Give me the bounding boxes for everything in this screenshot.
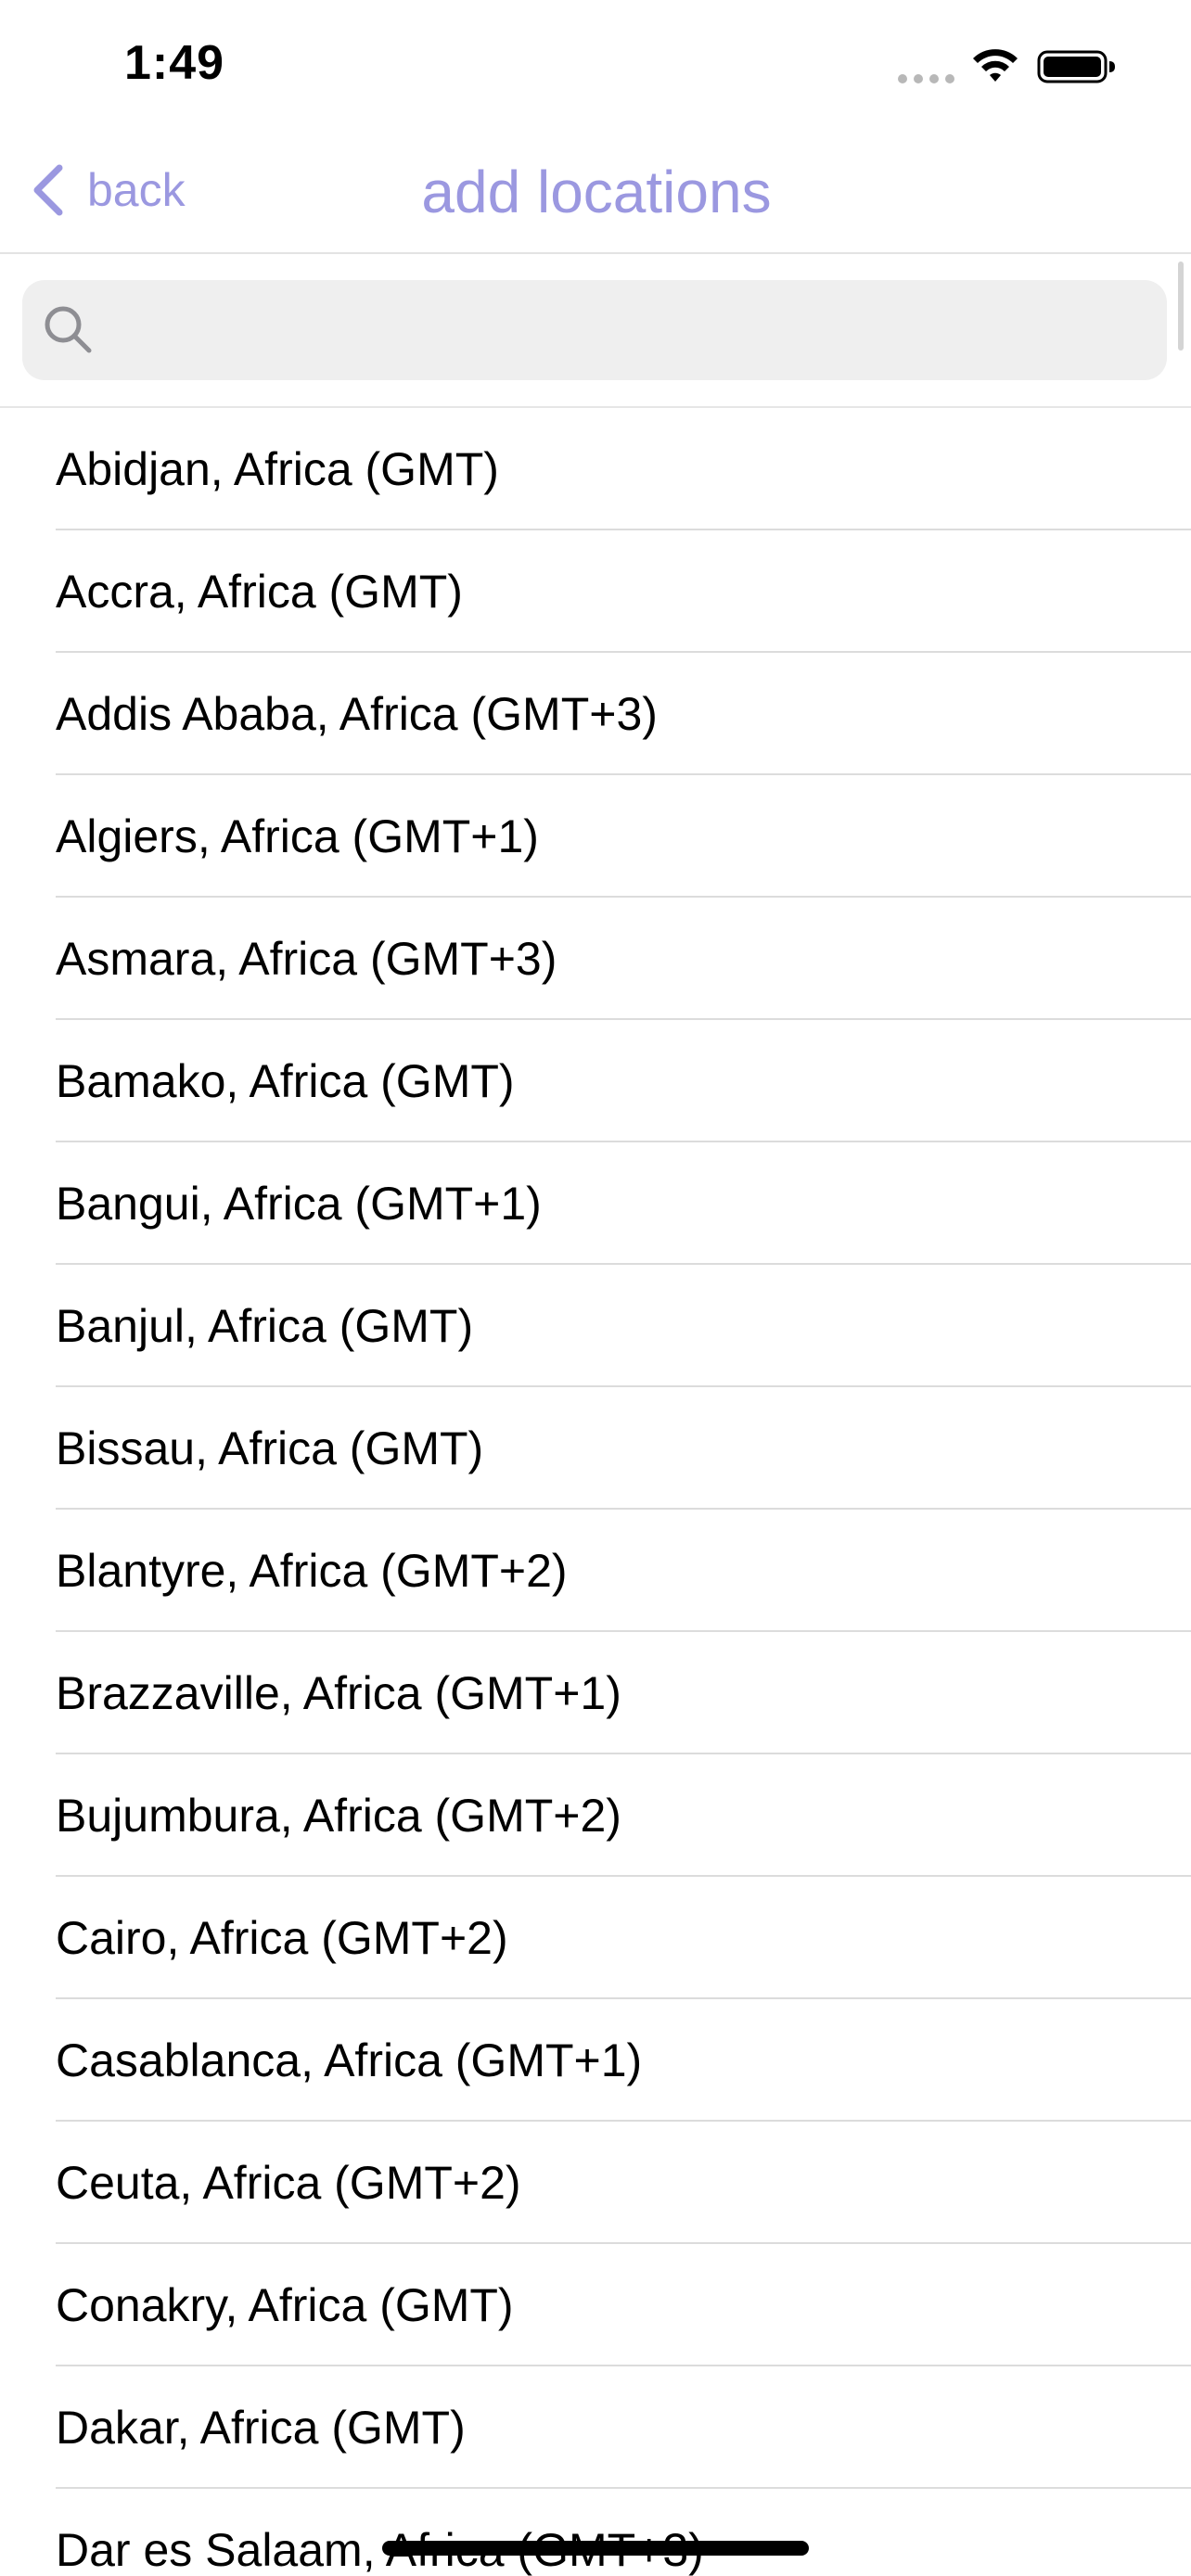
list-item[interactable]: Bujumbura, Africa (GMT+2) [0,1754,1191,1877]
list-item[interactable]: Dar es Salaam, Africa (GMT+3) [0,2489,1191,2576]
battery-full-icon [1037,50,1115,83]
list-item[interactable]: Ceuta, Africa (GMT+2) [0,2122,1191,2244]
scroll-indicator[interactable] [1178,261,1184,351]
list-item[interactable]: Addis Ababa, Africa (GMT+3) [0,653,1191,775]
list-item[interactable]: Conakry, Africa (GMT) [0,2244,1191,2366]
search-bar [0,254,1191,408]
list-item[interactable]: Blantyre, Africa (GMT+2) [0,1510,1191,1632]
list-item[interactable]: Bangui, Africa (GMT+1) [0,1142,1191,1265]
list-item[interactable]: Brazzaville, Africa (GMT+1) [0,1632,1191,1754]
list-item[interactable]: Bissau, Africa (GMT) [0,1387,1191,1510]
list-item[interactable]: Algiers, Africa (GMT+1) [0,775,1191,898]
page-title: add locations [421,159,772,225]
search-input[interactable] [22,280,1167,380]
search-icon [45,306,92,353]
status-bar: 1:49 [0,0,1191,130]
navigation-bar: back add locations [0,130,1191,254]
cellular-signal-icon [898,74,955,83]
list-item[interactable]: Dakar, Africa (GMT) [0,2366,1191,2489]
list-item[interactable]: Bamako, Africa (GMT) [0,1020,1191,1142]
list-item[interactable]: Cairo, Africa (GMT+2) [0,1877,1191,1999]
chevron-left-icon [33,164,63,216]
home-indicator[interactable] [382,2541,809,2556]
back-label: back [87,164,186,216]
status-time: 1:49 [124,36,225,90]
list-item[interactable]: Asmara, Africa (GMT+3) [0,898,1191,1020]
location-list: Abidjan, Africa (GMT) Accra, Africa (GMT… [0,408,1191,2576]
back-button[interactable]: back [28,158,186,223]
list-item[interactable]: Casablanca, Africa (GMT+1) [0,1999,1191,2122]
list-item[interactable]: Abidjan, Africa (GMT) [0,408,1191,530]
list-item[interactable]: Banjul, Africa (GMT) [0,1265,1191,1387]
wifi-icon [973,49,1018,82]
list-item[interactable]: Accra, Africa (GMT) [0,530,1191,653]
